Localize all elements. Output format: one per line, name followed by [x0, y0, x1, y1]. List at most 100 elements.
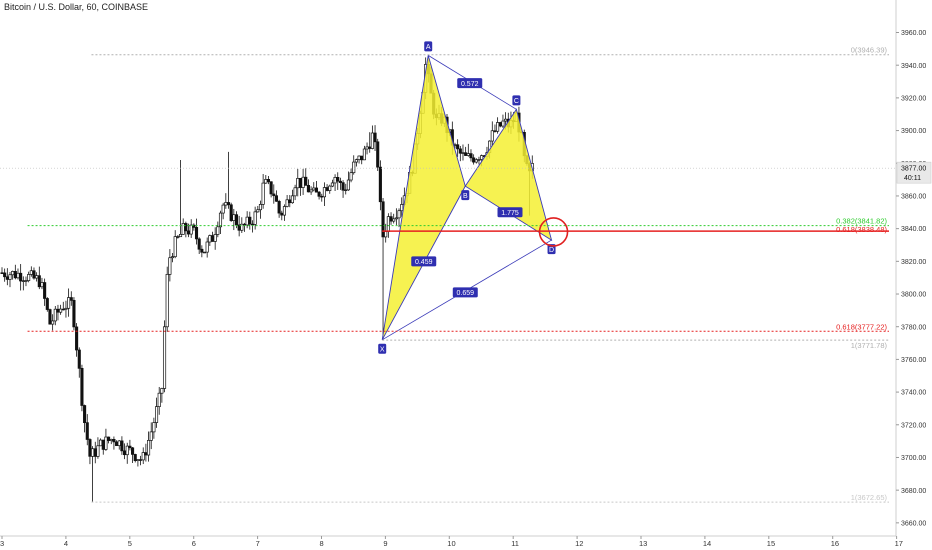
- candle-down: [304, 176, 308, 186]
- candle-down: [5, 276, 9, 280]
- candle-up: [216, 226, 220, 235]
- candle-up: [40, 282, 44, 288]
- candle-up: [125, 445, 129, 456]
- candle-up: [386, 216, 390, 233]
- candle-down: [242, 223, 247, 226]
- candle-up: [496, 122, 500, 132]
- candle-up: [309, 189, 313, 193]
- candle-down: [381, 201, 385, 238]
- candle-up: [474, 159, 478, 163]
- y-tick-label: 3900.00: [901, 128, 926, 135]
- y-tick-label: 3720.00: [901, 422, 926, 429]
- candle-up: [264, 179, 268, 184]
- candle-up: [333, 177, 337, 184]
- candle-up: [293, 187, 297, 197]
- pattern-point-box: [512, 95, 521, 106]
- y-tick-label: 3840.00: [901, 226, 926, 233]
- candle-down: [226, 202, 231, 206]
- x-tick-label: 5: [128, 539, 132, 548]
- candle-up: [370, 132, 374, 149]
- x-tick-label: 8: [320, 539, 324, 548]
- candle-up: [221, 204, 225, 214]
- candle-down: [107, 436, 111, 441]
- candle-down: [56, 308, 60, 313]
- candle-up: [189, 224, 193, 235]
- pattern-xab-triangle: [381, 55, 466, 341]
- candle-down: [83, 405, 87, 424]
- ratio-label-box: [411, 256, 437, 267]
- candle-down: [37, 275, 41, 288]
- candle-down: [498, 122, 502, 127]
- candle-down: [472, 157, 476, 163]
- candle-up: [181, 223, 185, 235]
- candle-up: [346, 179, 350, 191]
- ratio-label-box: [497, 207, 523, 218]
- candle-down: [277, 200, 281, 214]
- candle-up: [152, 422, 156, 433]
- x-tick-label: 13: [639, 539, 647, 548]
- candle-up: [282, 206, 287, 216]
- fib-level-label: 0.382(3841.82): [836, 217, 887, 226]
- candle-down: [197, 238, 201, 250]
- pattern-bcd-triangle: [464, 108, 553, 242]
- y-tick-label: 3700.00: [901, 455, 926, 462]
- x-tick-label: 14: [703, 539, 711, 548]
- candle-down: [101, 439, 105, 450]
- candle-up: [136, 459, 140, 461]
- candle-down: [341, 182, 345, 191]
- candle-down: [133, 454, 137, 461]
- candle-up: [104, 436, 108, 450]
- x-tick-label: 11: [511, 539, 519, 548]
- candle-up: [213, 234, 217, 242]
- candle-down: [69, 297, 73, 301]
- y-tick-label: 3860.00: [901, 194, 926, 201]
- candle-up: [24, 280, 28, 282]
- candle-down: [131, 447, 135, 455]
- candle-up: [117, 440, 121, 447]
- candle-up: [397, 210, 401, 219]
- candle-up: [218, 212, 223, 228]
- candle-down: [43, 282, 47, 299]
- candle-up: [477, 159, 481, 161]
- candle-up: [53, 308, 57, 322]
- candle-up: [290, 195, 294, 204]
- candle-up: [8, 274, 12, 280]
- candle-down: [0, 272, 4, 274]
- candle-up: [59, 308, 63, 313]
- candle-down: [458, 148, 462, 154]
- countdown-timer: 40:11: [904, 175, 921, 182]
- candle-up: [349, 172, 353, 181]
- candle-up: [256, 209, 260, 213]
- highlight-circle: [538, 217, 569, 247]
- candle-up: [162, 326, 167, 389]
- candle-up: [165, 273, 169, 328]
- candle-down: [338, 180, 342, 183]
- y-tick-label: 3660.00: [901, 520, 926, 527]
- candle-down: [456, 144, 460, 150]
- candle-down: [325, 187, 329, 191]
- candle-down: [314, 187, 318, 193]
- candle-up: [394, 217, 398, 220]
- fib-level-label: 1(3672.65): [851, 493, 888, 502]
- candle-up: [240, 223, 244, 231]
- candle-up: [99, 439, 103, 447]
- candle-down: [469, 153, 473, 159]
- pattern-point-box: [424, 41, 433, 52]
- candle-down: [120, 440, 124, 452]
- x-tick-label: 6: [192, 539, 196, 548]
- candle-up: [330, 182, 334, 187]
- y-tick-label: 3760.00: [901, 357, 926, 364]
- candle-down: [32, 270, 36, 279]
- candle-down: [72, 300, 76, 328]
- candle-up: [301, 176, 305, 188]
- candle-down: [373, 132, 377, 143]
- candle-down: [376, 141, 380, 168]
- price-axis[interactable]: [896, 0, 932, 550]
- candle-down: [61, 308, 65, 311]
- ratio-label-box: [457, 78, 483, 89]
- candle-down: [229, 204, 233, 221]
- fib-level-label: 1(3771.78): [851, 341, 888, 350]
- candle-up: [35, 275, 39, 279]
- candle-up: [232, 214, 236, 221]
